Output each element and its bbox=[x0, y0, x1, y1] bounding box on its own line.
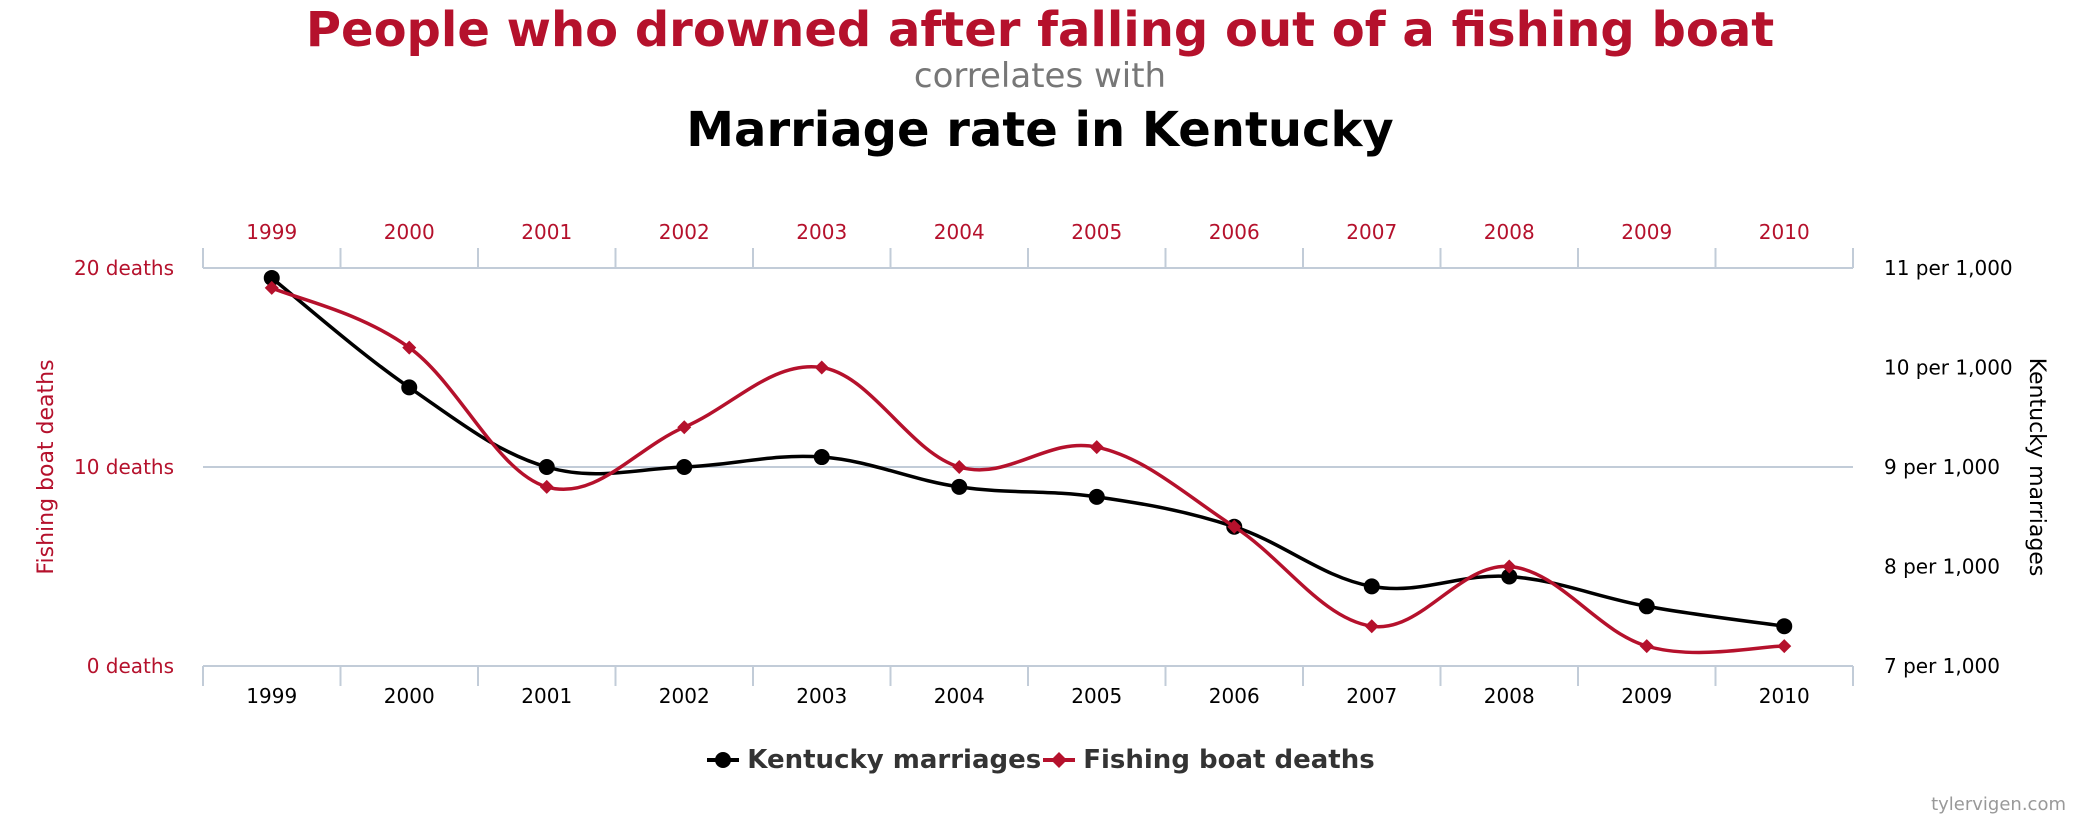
right-axis-tick-label: 10 per 1,000 bbox=[1884, 356, 2013, 380]
legend-item-marriages[interactable]: Kentucky marriages bbox=[705, 745, 1041, 775]
chart-legend: Kentucky marriages Fishing boat deaths bbox=[0, 745, 2080, 775]
bottom-axis-label: 2004 bbox=[934, 684, 985, 708]
bottom-axis-label: 2001 bbox=[521, 684, 572, 708]
top-axis-label: 2007 bbox=[1346, 220, 1397, 244]
legend-marker-circle-icon bbox=[707, 752, 740, 768]
data-point-kentucky-marriages bbox=[1363, 578, 1380, 595]
data-point-fishing-boat-deaths bbox=[539, 479, 554, 494]
data-point-kentucky-marriages bbox=[401, 379, 418, 396]
top-axis-label: 2001 bbox=[521, 220, 572, 244]
left-axis-tick-label: 10 deaths bbox=[74, 455, 174, 479]
legend-item-deaths[interactable]: Fishing boat deaths bbox=[1041, 745, 1375, 775]
data-point-kentucky-marriages bbox=[813, 449, 830, 466]
data-point-fishing-boat-deaths bbox=[264, 280, 279, 295]
legend-label-deaths: Fishing boat deaths bbox=[1083, 745, 1375, 775]
top-axis-label: 2003 bbox=[796, 220, 847, 244]
chart-title-top: People who drowned after falling out of … bbox=[305, 2, 1775, 58]
right-axis-tick-label: 9 per 1,000 bbox=[1884, 455, 2000, 479]
data-point-fishing-boat-deaths bbox=[814, 360, 829, 375]
top-axis-label: 2009 bbox=[1621, 220, 1672, 244]
data-point-kentucky-marriages bbox=[1776, 618, 1793, 635]
data-point-fishing-boat-deaths bbox=[1227, 519, 1242, 534]
top-axis-label: 2000 bbox=[384, 220, 435, 244]
data-point-fishing-boat-deaths bbox=[402, 340, 417, 355]
top-axis-label: 2010 bbox=[1759, 220, 1810, 244]
bottom-axis-label: 2002 bbox=[659, 684, 710, 708]
data-point-fishing-boat-deaths bbox=[1502, 559, 1517, 574]
data-point-fishing-boat-deaths bbox=[1777, 639, 1792, 654]
bottom-axis-label: 1999 bbox=[246, 684, 297, 708]
data-point-fishing-boat-deaths bbox=[677, 420, 692, 435]
bottom-axis-label: 2009 bbox=[1621, 684, 1672, 708]
data-point-kentucky-marriages bbox=[951, 478, 968, 495]
top-axis-label: 2002 bbox=[659, 220, 710, 244]
data-point-kentucky-marriages bbox=[1088, 488, 1105, 505]
chart-title-bottom: Marriage rate in Kentucky bbox=[686, 102, 1394, 158]
top-axis-label: 1999 bbox=[246, 220, 297, 244]
right-axis-tick-label: 8 per 1,000 bbox=[1884, 555, 2000, 579]
data-point-kentucky-marriages bbox=[263, 269, 280, 286]
bottom-axis-label: 2003 bbox=[796, 684, 847, 708]
data-point-fishing-boat-deaths bbox=[1639, 639, 1654, 654]
data-point-kentucky-marriages bbox=[1501, 568, 1518, 585]
legend-marker-diamond-icon bbox=[1043, 752, 1076, 768]
bottom-axis-label: 2007 bbox=[1346, 684, 1397, 708]
bottom-axis-label: 2008 bbox=[1484, 684, 1535, 708]
bottom-axis-label: 2005 bbox=[1071, 684, 1122, 708]
data-point-kentucky-marriages bbox=[538, 459, 555, 475]
top-axis-label: 2008 bbox=[1484, 220, 1535, 244]
right-axis-tick-label: 7 per 1,000 bbox=[1884, 654, 2000, 678]
data-point-fishing-boat-deaths bbox=[1089, 440, 1104, 455]
bottom-axis-label: 2010 bbox=[1759, 684, 1810, 708]
left-axis-tick-label: 20 deaths bbox=[74, 256, 174, 280]
data-point-kentucky-marriages bbox=[676, 459, 693, 475]
data-point-kentucky-marriages bbox=[1638, 598, 1655, 615]
bottom-axis-label: 2000 bbox=[384, 684, 435, 708]
right-axis-tick-label: 11 per 1,000 bbox=[1884, 256, 2013, 280]
right-axis-title: Kentucky marriages bbox=[2024, 358, 2049, 577]
top-axis-label: 2005 bbox=[1071, 220, 1122, 244]
left-axis-tick-label: 0 deaths bbox=[87, 654, 174, 678]
bottom-axis-label: 2006 bbox=[1209, 684, 1260, 708]
top-axis-label: 2004 bbox=[934, 220, 985, 244]
credit-text: tylervigen.com bbox=[1931, 794, 2066, 815]
left-axis-title: Fishing boat deaths bbox=[34, 359, 59, 574]
series-line-fishing-boat-deaths bbox=[271, 286, 1785, 655]
top-axis-label: 2006 bbox=[1209, 220, 1260, 244]
legend-label-marriages: Kentucky marriages bbox=[747, 745, 1042, 775]
data-point-fishing-boat-deaths bbox=[952, 460, 967, 474]
data-point-fishing-boat-deaths bbox=[1364, 619, 1379, 634]
chart-title-connector: correlates with bbox=[913, 56, 1167, 96]
